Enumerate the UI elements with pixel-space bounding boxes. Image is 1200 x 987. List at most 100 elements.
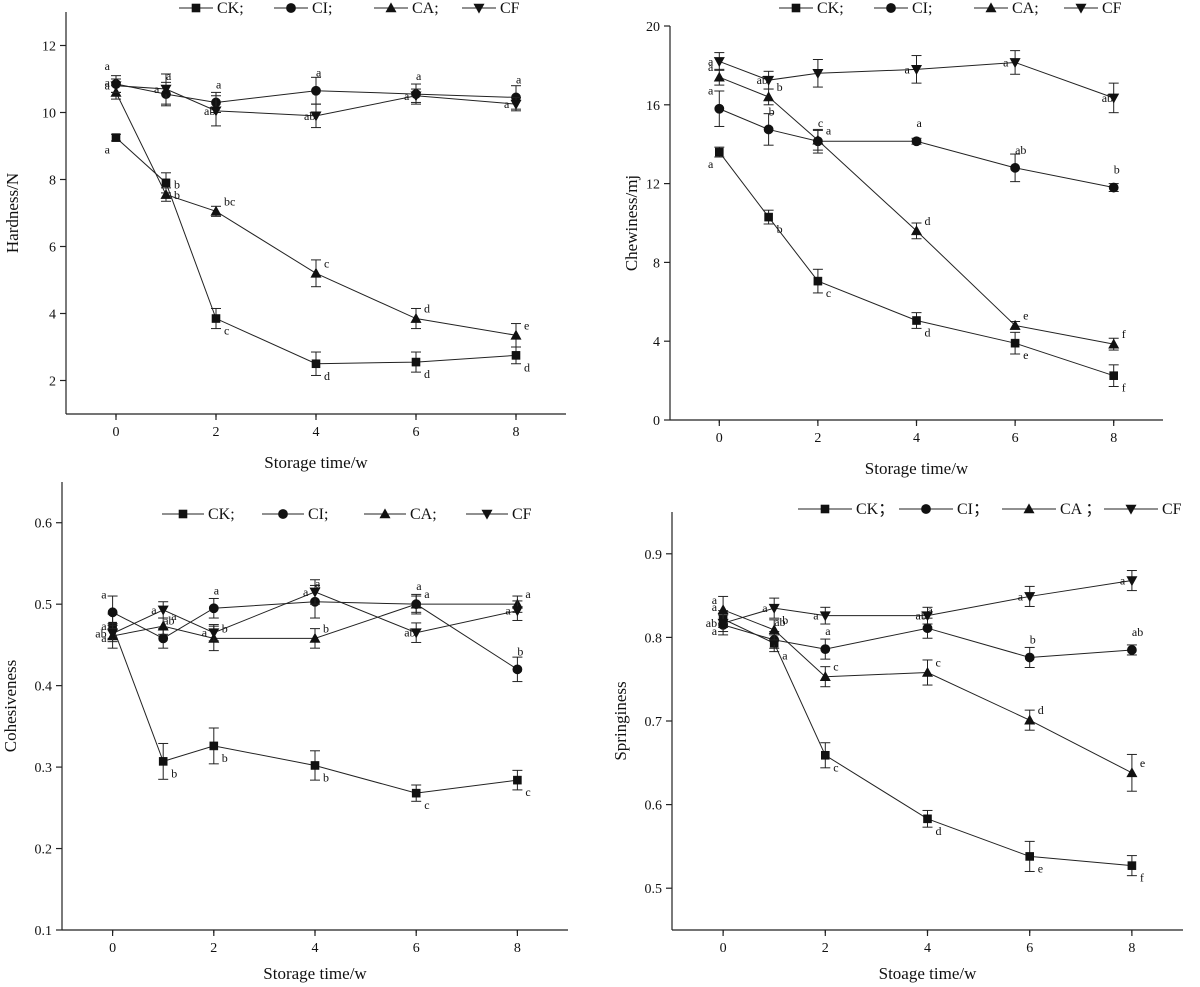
data-point [763,91,775,102]
data-point [512,664,523,675]
significance-label: a [416,579,422,593]
significance-label: a [105,143,111,157]
significance-label: ab [404,626,415,640]
y-tick-label: 0.4 [35,680,53,695]
data-point [923,814,932,824]
legend-label: CF [500,0,520,17]
legend-marker [191,3,201,13]
significance-label: b [174,188,180,202]
x-axis-label: Storage time/w [264,453,368,472]
significance-label: a [101,587,107,601]
data-point [763,75,775,86]
data-point [411,357,421,367]
series-line [112,625,518,794]
series-cf: ab a a a ab a [95,579,523,643]
x-tick-label: 2 [822,941,829,956]
x-tick-label: 0 [109,941,116,956]
legend-marker [278,509,288,519]
x-tick-label: 6 [413,941,420,956]
data-point [1108,182,1119,193]
legend-label: CF [512,506,532,523]
data-point [812,134,824,145]
significance-label: a [708,54,714,68]
data-point [921,611,934,622]
data-point [160,84,172,95]
significance-label: d [1038,703,1044,717]
data-point [410,91,422,102]
y-tick-label: 12 [42,40,56,55]
data-point [1127,645,1137,655]
significance-label: b [222,751,228,765]
significance-label: ab [1015,143,1026,157]
legend-marker [1023,503,1035,514]
significance-label: a [202,626,208,640]
data-point [510,99,522,110]
significance-label: a [214,583,220,597]
significance-label: a [105,79,111,93]
x-tick-label: 2 [213,425,220,440]
data-point [1009,58,1021,69]
significance-label: a [1003,55,1009,69]
significance-label: e [1140,756,1145,770]
series-line [115,83,517,103]
data-point [820,750,830,760]
x-tick-label: 0 [716,431,723,446]
legend-label: CI； [957,501,989,518]
significance-label: d [936,824,942,838]
legend-label: CK; [817,0,844,17]
data-point [912,316,921,325]
legend-marker [473,3,485,14]
significance-label: ab [163,613,174,627]
data-point [110,81,122,92]
panel-springiness: 0 2 4 6 8 0.5 0.6 0.7 0.8 0.9 Stoage time/w Springi… [611,501,1183,983]
series-line [722,609,1133,774]
x-tick-label: 6 [1026,941,1033,956]
data-point [819,671,831,681]
data-point [107,629,119,640]
series-line [718,151,1114,377]
data-point [311,359,321,369]
data-point [910,225,923,236]
data-point [310,267,322,278]
significance-label: a [825,624,831,638]
y-tick-label: 16 [646,99,660,114]
y-tick-label: 8 [653,256,660,271]
significance-label: a [404,89,410,103]
data-point [1024,652,1035,663]
significance-label: bc [224,194,235,208]
significance-label: f [1122,327,1126,341]
data-point [1010,162,1020,173]
significance-label: c [833,760,838,774]
significance-label: a [504,97,510,111]
significance-label: a [762,601,768,615]
significance-label: b [777,80,783,94]
x-tick-label: 8 [513,425,520,440]
series-line [722,618,1132,867]
legend-marker [921,504,931,514]
data-point [511,351,521,360]
data-point [211,314,221,323]
series-line [115,137,517,365]
significance-label: b [1030,632,1036,646]
significance-label: b [323,770,329,784]
x-tick-label: 0 [113,425,120,440]
data-point [1126,576,1138,587]
data-point [813,276,823,286]
significance-label: a [928,603,934,617]
significance-label: a [712,593,718,607]
significance-label: ab [774,615,785,629]
y-tick-label: 0.5 [645,882,663,897]
legend-label: CF [1102,0,1122,17]
significance-label: a [708,157,714,171]
data-point [922,623,933,634]
data-point [921,666,934,677]
data-point [161,178,171,188]
y-tick-label: 12 [646,178,660,193]
y-tick-label: 0.9 [645,548,663,563]
significance-label: d [424,302,430,316]
x-tick-label: 8 [1128,941,1135,956]
significance-label: a [712,600,718,614]
